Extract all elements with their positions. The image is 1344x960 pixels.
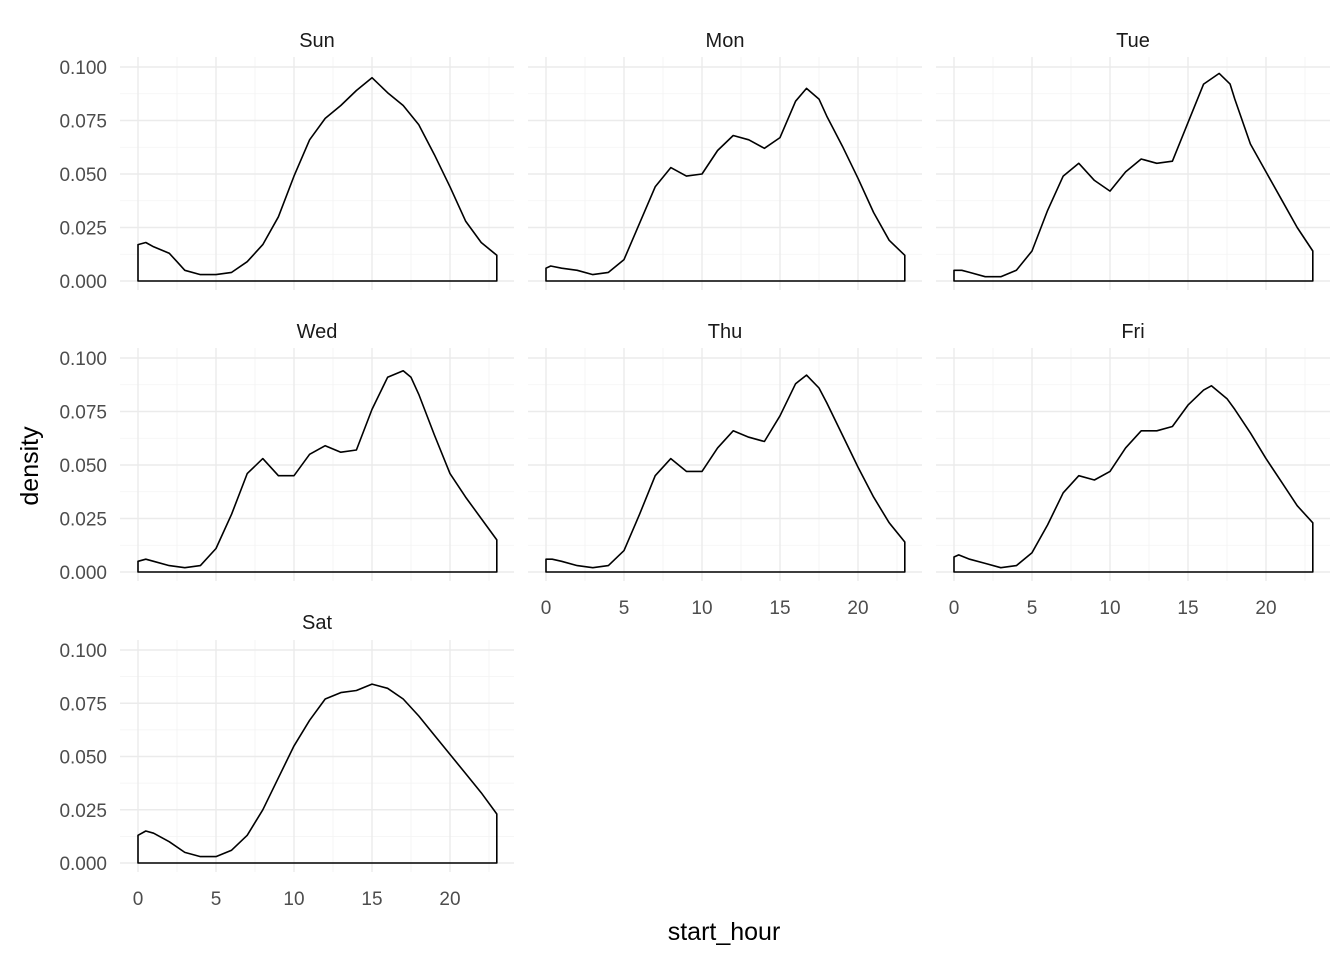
y-tick-label: 0.025 bbox=[59, 801, 107, 822]
y-tick-label: 0.000 bbox=[59, 563, 107, 584]
x-tick-label: 5 bbox=[619, 598, 630, 619]
y-tick-label: 0.025 bbox=[59, 510, 107, 531]
x-tick-label: 20 bbox=[439, 889, 460, 910]
panel-thu: Thu 0 5 10 15 20 bbox=[528, 321, 922, 619]
x-tick-label: 20 bbox=[1255, 598, 1276, 619]
panel-wed: Wed 0.000 0.025 0.050 0.075 0.100 bbox=[59, 321, 514, 584]
x-tick-label: 15 bbox=[1177, 598, 1198, 619]
y-tick-label: 0.000 bbox=[59, 272, 107, 293]
facet-label-fri: Fri bbox=[1121, 321, 1144, 343]
y-tick-label: 0.075 bbox=[59, 112, 107, 133]
panel-sun: Sun 0.000 0.025 0.050 0.075 0.100 bbox=[59, 30, 514, 293]
y-tick-label: 0.100 bbox=[59, 349, 107, 370]
density-line-tue bbox=[953, 72, 1314, 282]
y-tick-label: 0.100 bbox=[59, 58, 107, 79]
panel-sat: Sat 0.000 0.025 0.050 0.075 0.100 0 5 10 15 20 bbox=[59, 612, 514, 910]
y-tick-label: 0.075 bbox=[59, 694, 107, 715]
panel-tue: Tue bbox=[936, 30, 1330, 290]
density-line-thu bbox=[545, 374, 906, 573]
facet-label-wed: Wed bbox=[297, 321, 338, 343]
panel-fri: Fri 0 5 10 15 20 bbox=[936, 321, 1330, 619]
density-line-mon bbox=[545, 87, 906, 282]
panel-mon: Mon bbox=[528, 30, 922, 290]
density-line-fri bbox=[953, 385, 1314, 573]
x-axis-title: start_hour bbox=[668, 918, 781, 946]
y-tick-label: 0.050 bbox=[59, 748, 107, 769]
x-tick-label: 5 bbox=[1027, 598, 1038, 619]
y-tick-label: 0.050 bbox=[59, 456, 107, 477]
y-tick-label: 0.075 bbox=[59, 403, 107, 424]
facet-label-sat: Sat bbox=[302, 612, 332, 634]
x-tick-label: 10 bbox=[691, 598, 712, 619]
facet-label-thu: Thu bbox=[708, 321, 742, 343]
density-line-sat bbox=[137, 683, 498, 864]
y-tick-label: 0.025 bbox=[59, 219, 107, 240]
y-tick-label: 0.100 bbox=[59, 641, 107, 662]
x-tick-label: 10 bbox=[283, 889, 304, 910]
y-tick-label: 0.000 bbox=[59, 854, 107, 875]
x-tick-label: 20 bbox=[847, 598, 868, 619]
density-line-sun bbox=[137, 76, 498, 282]
x-tick-label: 15 bbox=[361, 889, 382, 910]
facet-label-tue: Tue bbox=[1116, 30, 1150, 52]
x-tick-label: 5 bbox=[211, 889, 222, 910]
facet-label-mon: Mon bbox=[706, 30, 745, 52]
x-tick-label: 15 bbox=[769, 598, 790, 619]
x-tick-label: 0 bbox=[949, 598, 960, 619]
x-tick-label: 0 bbox=[541, 598, 552, 619]
y-axis-title: density bbox=[16, 426, 44, 506]
y-tick-label: 0.050 bbox=[59, 165, 107, 186]
x-tick-label: 0 bbox=[133, 889, 144, 910]
x-tick-label: 10 bbox=[1099, 598, 1120, 619]
density-line-wed bbox=[137, 370, 498, 573]
facet-label-sun: Sun bbox=[299, 30, 335, 52]
